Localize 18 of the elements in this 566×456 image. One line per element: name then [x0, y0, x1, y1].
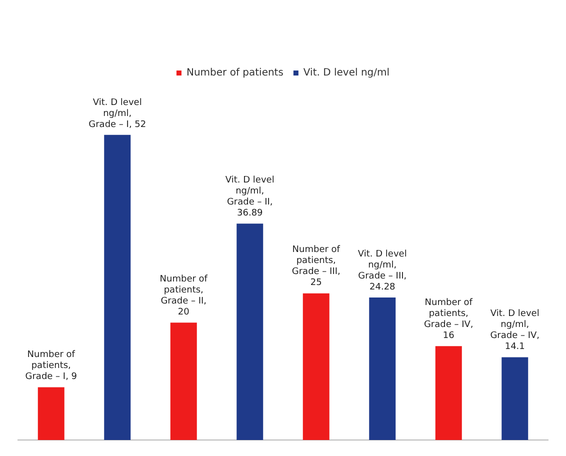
data-label: Number of patients, Grade – II, 20	[160, 274, 208, 318]
bar	[104, 134, 131, 440]
bar	[435, 346, 462, 440]
data-label: Number of patients, Grade – III, 25	[292, 245, 341, 288]
legend-label: Vit. D level ng/ml	[303, 68, 390, 79]
bar	[502, 357, 528, 440]
bar	[236, 224, 264, 440]
data-label: Vit. D level ng/ml, Grade – IV, 14.1	[490, 309, 540, 352]
data-label: Vit. D level ng/ml, Grade – II, 36.89	[225, 175, 274, 218]
bar	[369, 298, 396, 440]
bar	[38, 387, 64, 440]
data-label: Vit. D level ng/ml, Grade – I, 52	[88, 98, 146, 130]
data-label: Number of patients, Grade – I, 9	[25, 350, 78, 382]
legend-label: Number of patients	[186, 68, 284, 79]
bar	[170, 322, 197, 440]
data-label: Number of patients, Grade – IV, 16	[424, 298, 474, 341]
data-label: Vit. D level ng/ml, Grade – III, 24.28	[358, 249, 407, 292]
bar	[302, 293, 330, 440]
